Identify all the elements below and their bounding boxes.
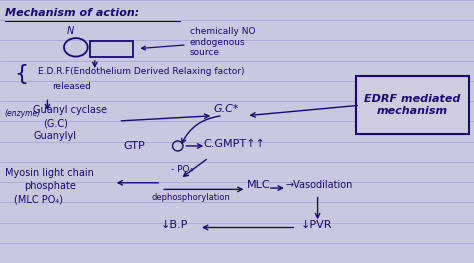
Text: (MLC PO₄): (MLC PO₄) (14, 195, 63, 205)
Text: GTP: GTP (123, 141, 145, 151)
Text: MLC: MLC (246, 180, 270, 190)
Text: released: released (52, 82, 91, 91)
Text: (enzyme): (enzyme) (5, 109, 41, 118)
Text: N: N (66, 26, 73, 36)
Bar (90, 41, 133, 57)
Text: dephosphorylation: dephosphorylation (152, 193, 230, 202)
Text: C.GMPT↑↑: C.GMPT↑↑ (204, 139, 266, 149)
Text: ↓B.P: ↓B.P (161, 220, 189, 230)
Text: Guanylyl: Guanylyl (33, 132, 76, 141)
Text: G.C*: G.C* (213, 104, 239, 114)
FancyBboxPatch shape (356, 76, 469, 134)
Text: Myosin light chain: Myosin light chain (5, 168, 93, 178)
Text: ↓PVR: ↓PVR (301, 220, 332, 230)
Text: - PO₄: - PO₄ (171, 165, 193, 174)
Text: Guanyl cyclase: Guanyl cyclase (33, 105, 107, 115)
Text: {: { (14, 64, 28, 84)
Text: chemically NO
endogenous
source: chemically NO endogenous source (142, 27, 255, 57)
Text: →Vasodilation: →Vasodilation (286, 180, 353, 190)
Text: E.D.R.F(Endothelium Derived Relaxing factor): E.D.R.F(Endothelium Derived Relaxing fac… (38, 67, 245, 75)
Text: phosphate: phosphate (24, 181, 75, 191)
Text: Mechanism of action:: Mechanism of action: (5, 8, 139, 18)
Text: EDRF mediated
mechanism: EDRF mediated mechanism (364, 94, 461, 116)
Text: (G.C): (G.C) (43, 118, 67, 128)
